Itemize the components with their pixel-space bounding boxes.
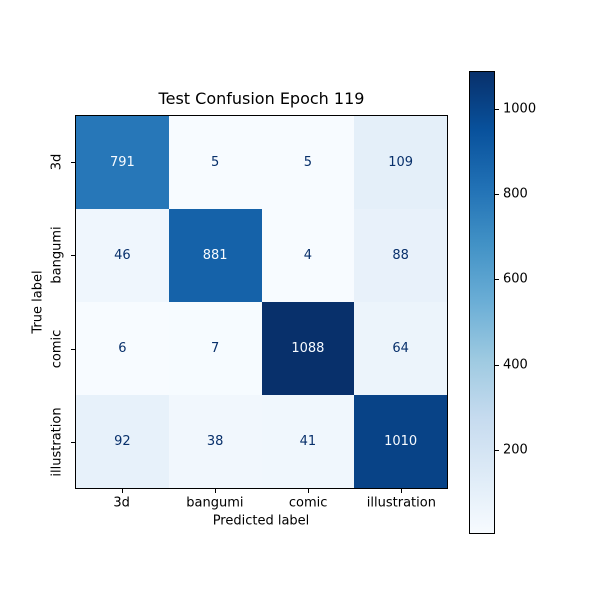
matrix-cell-bangumi-3d: 46 <box>76 209 169 302</box>
cell-value: 92 <box>114 434 131 449</box>
colorbar-tick-label-400: 400 <box>503 357 528 373</box>
cell-value: 38 <box>206 434 224 449</box>
x-tick-mark <box>308 489 310 493</box>
y-tick-label-illustration: illustration <box>49 407 65 477</box>
colorbar-tick-mark <box>495 364 499 366</box>
colorbar-tick-label-600: 600 <box>503 271 528 287</box>
matrix-cell-3d-3d: 791 <box>76 116 169 209</box>
colorbar-tick-label-800: 800 <box>503 186 528 202</box>
x-tick-mark <box>214 489 216 493</box>
colorbar <box>469 71 495 534</box>
matrix-cell-bangumi-illustration: 88 <box>354 209 447 302</box>
x-tick-label-bangumi: bangumi <box>186 495 244 511</box>
x-tick-label-3d: 3d <box>113 495 130 511</box>
cell-value: 4 <box>303 248 313 263</box>
y-tick-label-comic: comic <box>49 329 65 369</box>
matrix-cell-illustration-comic: 41 <box>261 395 355 488</box>
matrix-cell-bangumi-bangumi: 881 <box>168 209 262 302</box>
matrix-cell-comic-3d: 6 <box>76 302 169 395</box>
cell-value: 791 <box>109 155 135 170</box>
y-axis-label: True label <box>30 270 46 334</box>
cell-value: 41 <box>299 434 317 449</box>
y-tick-mark <box>71 442 75 444</box>
matrix-cell-3d-illustration: 109 <box>354 116 447 209</box>
y-tick-label-3d: 3d <box>49 153 65 171</box>
cell-value: 1088 <box>291 341 325 356</box>
x-tick-mark <box>121 489 123 493</box>
cell-value: 64 <box>392 341 409 356</box>
confusion-matrix-grid: 791 5 5 109 46 881 4 88 6 7 1088 64 92 38 41 1010 <box>76 116 447 488</box>
matrix-cell-3d-bangumi: 5 <box>168 116 262 209</box>
cell-value: 5 <box>303 155 313 170</box>
cell-value: 6 <box>118 341 127 356</box>
x-tick-label-illustration: illustration <box>366 495 436 511</box>
cell-value: 7 <box>210 341 220 356</box>
x-tick-label-comic: comic <box>288 495 328 511</box>
cell-value: 5 <box>210 155 220 170</box>
matrix-cell-comic-comic: 1088 <box>261 302 355 395</box>
chart-title: Test Confusion Epoch 119 <box>158 89 365 108</box>
matrix-cell-illustration-3d: 92 <box>76 395 169 488</box>
colorbar-tick-label-1000: 1000 <box>503 101 537 117</box>
cell-value: 109 <box>388 155 414 170</box>
heatmap-axes: 791 5 5 109 46 881 4 88 6 7 1088 64 92 38 41 1010 <box>75 115 448 489</box>
colorbar-tick-mark <box>495 194 499 195</box>
matrix-cell-3d-comic: 5 <box>261 116 355 209</box>
cell-value: 88 <box>392 248 409 263</box>
y-tick-mark <box>71 255 75 257</box>
cell-value: 1010 <box>384 434 418 449</box>
matrix-cell-illustration-illustration: 1010 <box>354 395 447 488</box>
matrix-cell-bangumi-comic: 4 <box>261 209 355 302</box>
matrix-cell-comic-illustration: 64 <box>354 302 447 395</box>
y-tick-label-bangumi: bangumi <box>49 226 65 284</box>
colorbar-tick-mark <box>495 450 499 452</box>
y-tick-mark <box>71 348 75 350</box>
cell-value: 881 <box>202 248 228 263</box>
x-tick-mark <box>401 489 403 493</box>
matrix-cell-comic-bangumi: 7 <box>168 302 262 395</box>
colorbar-tick-mark <box>495 279 499 281</box>
colorbar-tick-mark <box>495 108 499 110</box>
cell-value: 46 <box>114 248 131 263</box>
matrix-cell-illustration-bangumi: 38 <box>168 395 262 488</box>
x-axis-label: Predicted label <box>212 513 310 529</box>
y-tick-mark <box>71 161 75 163</box>
colorbar-tick-label-200: 200 <box>503 442 528 458</box>
